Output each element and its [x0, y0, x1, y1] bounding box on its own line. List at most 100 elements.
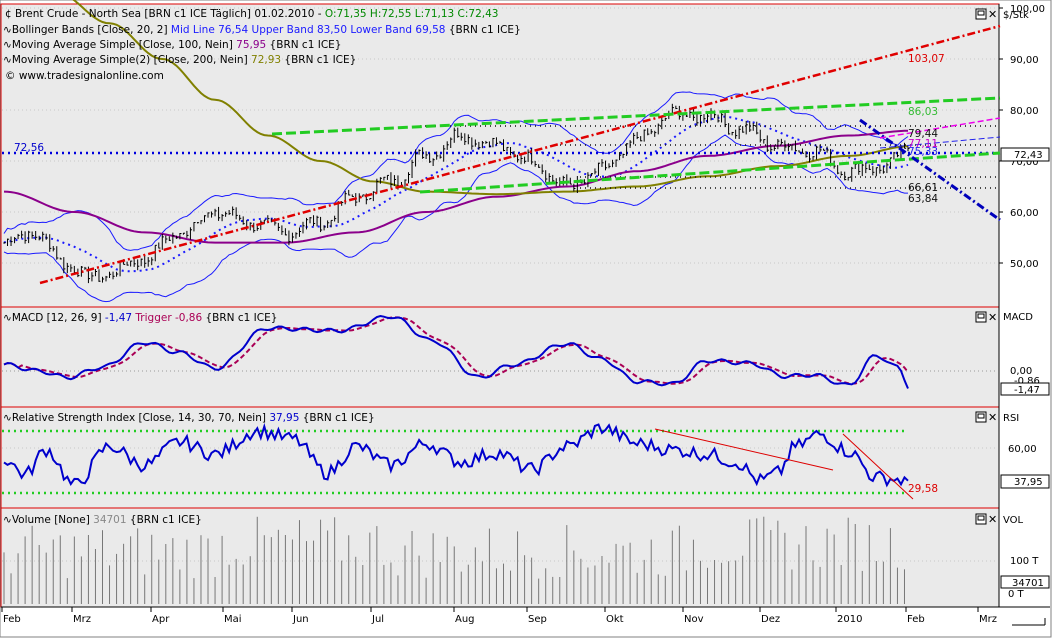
trigger-value: -0,86 [175, 312, 202, 324]
sma100-value: 75,95 [236, 39, 266, 51]
macd-last-value: -1,47 [1014, 385, 1040, 396]
rsi-line [3, 422, 909, 488]
bollinger-legend-icon: ∿ [3, 24, 12, 36]
price-panel[interactable] [0, 3, 1000, 308]
x-axis-label: Apr [152, 614, 170, 625]
x-axis-label: Jun [292, 614, 309, 625]
macd-legend-icon: ∿ [3, 312, 12, 324]
volume-axis-tick-0t: 0 T [1008, 589, 1025, 600]
blue-line-75-33 [879, 136, 1001, 149]
macd-axis-tick: 0,00 [1010, 366, 1032, 377]
rsi-panel[interactable] [0, 406, 1000, 509]
price-title-symbol: Brent Crude - North Sea [BRN c1 ICE Tägl… [15, 8, 325, 20]
sma200-prefix: Moving Average Simple(2) [Close, 200, Ne… [12, 54, 251, 66]
macd-line [3, 314, 909, 389]
rsi-trend-line-1 [654, 428, 834, 471]
bollinger-suffix: {BRN c1 ICE} [446, 24, 521, 36]
price-legend-icon: ¢ [5, 8, 12, 20]
price-axis-tick-label: 60,00 [1010, 208, 1039, 219]
x-axis-label: Okt [606, 614, 624, 625]
x-axis-label: Feb [907, 614, 925, 625]
maximize-icon[interactable] [975, 311, 987, 323]
macd-value: -1,47 [105, 312, 132, 324]
macd-panel[interactable] [0, 306, 1000, 408]
maximize-icon-glyph [977, 10, 985, 16]
volume-value: 34701 [93, 514, 126, 526]
maximize-icon[interactable] [975, 8, 987, 20]
horizontal-levels [2, 125, 998, 189]
macd-axis-title: MACD [1003, 312, 1033, 323]
label-77-11: 77,11 [908, 138, 938, 150]
volume-panel-buttons: ✕ [975, 513, 997, 526]
x-axis-label: Jul [371, 614, 384, 625]
volume-suffix: {BRN c1 ICE} [127, 514, 202, 526]
sma100-suffix: {BRN c1 ICE} [266, 39, 341, 51]
price-legend: ¢ Brent Crude - North Sea [BRN c1 ICE Tä… [3, 8, 521, 82]
price-axis-tick-label: 90,00 [1010, 55, 1039, 66]
sma100-legend-icon: ∿ [3, 39, 12, 51]
rsi-panel-buttons: ✕ [975, 411, 997, 424]
volume-panel[interactable] [0, 507, 1000, 608]
volume-axis-title: VOL [1003, 515, 1024, 526]
watermark: © www.tradesignalonline.com [5, 70, 164, 82]
macd-suffix: {BRN c1 ICE} [202, 312, 277, 324]
bollinger-upper-band [3, 91, 909, 251]
label-63-84: 63,84 [908, 193, 938, 205]
maximize-icon-glyph [977, 515, 985, 521]
macd-last-trigger: -0,86 [1014, 376, 1040, 387]
volume-legend-icon: ∿ [3, 514, 12, 526]
x-axis-label: 2010 [837, 614, 862, 625]
price-axis-tick-label: 50,00 [1010, 259, 1039, 270]
close-icon[interactable]: ✕ [988, 513, 997, 526]
label-72-56: 72,56 [14, 142, 44, 154]
rsi-axis-tick: 60,00 [1008, 444, 1037, 455]
price-axis-tick-label: 70,00 [1010, 157, 1039, 168]
x-axis-label: Nov [684, 614, 704, 625]
x-axis-label: Sep [528, 614, 547, 625]
label-79-44: 79,44 [908, 128, 938, 140]
scroll-corner [1012, 618, 1046, 626]
sma100-line [3, 129, 909, 244]
magenta-line-77-11 [879, 117, 1001, 139]
last-price-box [1000, 147, 1050, 162]
downtrend-line [859, 118, 1001, 222]
y-axis-area [999, 4, 1050, 607]
close-icon[interactable]: ✕ [988, 411, 997, 424]
volume-axis-tick-100t: 100 T [1010, 556, 1039, 567]
close-icon[interactable]: ✕ [988, 311, 997, 324]
rsi-axis-title: RSI [1003, 413, 1019, 424]
rsi-trend-line-2 [842, 433, 914, 500]
last-price-label: 72,43 [1014, 150, 1043, 161]
rsi-legend-icon: ∿ [3, 412, 12, 424]
macd-panel-buttons: ✕ [975, 311, 997, 324]
close-icon[interactable]: ✕ [988, 8, 997, 21]
x-axis-label: Dez [761, 614, 780, 625]
channel-upper-line-86-03 [271, 96, 1001, 136]
sma100-legend: ∿Moving Average Simple [Close, 100, Nein… [3, 39, 341, 51]
maximize-icon-glyph [977, 413, 985, 419]
x-axis-labels: Feb Mrz Apr Mai Jun Jul Aug Sep Okt Nov Dez 2010 Feb… [1, 607, 997, 625]
rsi-suffix: {BRN c1 ICE} [299, 412, 374, 424]
volume-last-value: 34701 [1012, 578, 1044, 589]
bollinger-prefix: Bollinger Bands [Close, 20, 2] [12, 24, 171, 36]
price-panel-buttons: ✕ [975, 8, 997, 21]
rsi-title: Relative Strength Index [Close, 14, 30, … [12, 412, 270, 424]
macd-legend: ∿MACD [12, 26, 9] -1,47 Trigger -0,86 {B… [3, 312, 277, 324]
volume-legend: ∿Volume [None] 34701 {BRN c1 ICE} [3, 514, 202, 526]
volume-title: Volume [None] [12, 514, 93, 526]
maximize-icon[interactable] [975, 513, 987, 525]
bollinger-legend: ∿Bollinger Bands [Close, 20, 2] Mid Line… [3, 24, 521, 36]
price-ohlc: O:71,35 H:72,55 L:71,13 C:72,43 [325, 8, 499, 20]
volume-plot [3, 516, 905, 604]
label-103-07: 103,07 [908, 53, 945, 65]
trend-lines[interactable] [39, 24, 1001, 285]
x-axis-label: Feb [3, 614, 21, 625]
x-axis-label: Mrz [73, 614, 91, 625]
channel-lower-line [419, 151, 1001, 194]
label-66-61: 66,61 [908, 182, 938, 194]
rsi-last-box [1000, 474, 1050, 489]
maximize-icon[interactable] [975, 411, 987, 423]
